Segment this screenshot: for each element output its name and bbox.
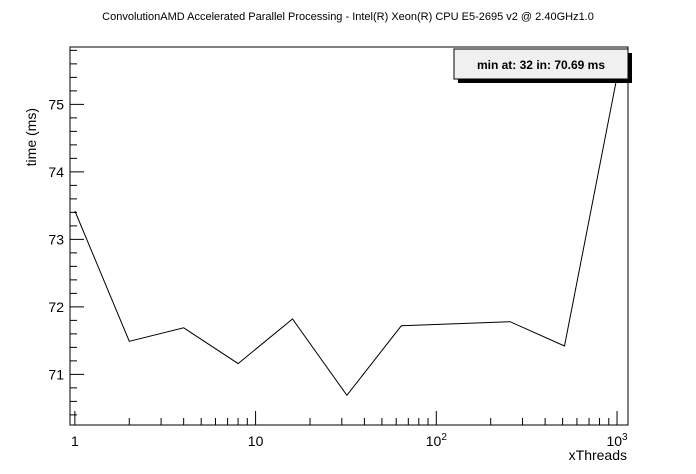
- data-point: [455, 323, 457, 325]
- plot-frame: [69, 46, 629, 426]
- x-axis-title: xThreads: [569, 447, 627, 463]
- chart-title: ConvolutionAMD Accelerated Parallel Proc…: [102, 11, 594, 23]
- data-point: [128, 340, 130, 342]
- min-annotation: min at: 32 in: 70.69 ms: [453, 48, 632, 83]
- x-tick-base: 10: [606, 433, 622, 449]
- y-tick-label: 72: [48, 299, 64, 315]
- y-tick-label: 71: [48, 366, 64, 382]
- x-tick-label: 103: [606, 432, 628, 449]
- x-tick-label: 10: [248, 433, 264, 449]
- data-point: [237, 363, 239, 365]
- y-tick-label: 73: [48, 231, 64, 247]
- y-tick-label: 74: [48, 164, 64, 180]
- data-point: [509, 321, 511, 323]
- data-point: [564, 345, 566, 347]
- data-point: [346, 394, 348, 396]
- annotation-box: [453, 48, 629, 80]
- y-axis: 71 72 73 74 75: [48, 49, 84, 416]
- annotation-text: min at: 32 in: 70.69 ms: [477, 58, 605, 72]
- x-axis: 1 10 102 103: [71, 411, 628, 449]
- y-axis-title: time (ms): [23, 108, 39, 166]
- series-line: [74, 67, 620, 397]
- data-points: [74, 66, 620, 396]
- data-point: [183, 327, 185, 329]
- x-tick-label: 102: [426, 432, 448, 449]
- x-tick-exponent: 3: [622, 432, 628, 443]
- y-tick-label: 75: [48, 96, 64, 112]
- x-tick-base: 1: [71, 433, 79, 449]
- x-tick-label: 1: [71, 433, 79, 449]
- data-point: [292, 318, 294, 320]
- x-tick-exponent: 2: [441, 432, 447, 443]
- data-point: [400, 325, 402, 327]
- data-point: [74, 210, 76, 212]
- x-tick-base: 10: [248, 433, 264, 449]
- x-tick-base: 10: [426, 433, 442, 449]
